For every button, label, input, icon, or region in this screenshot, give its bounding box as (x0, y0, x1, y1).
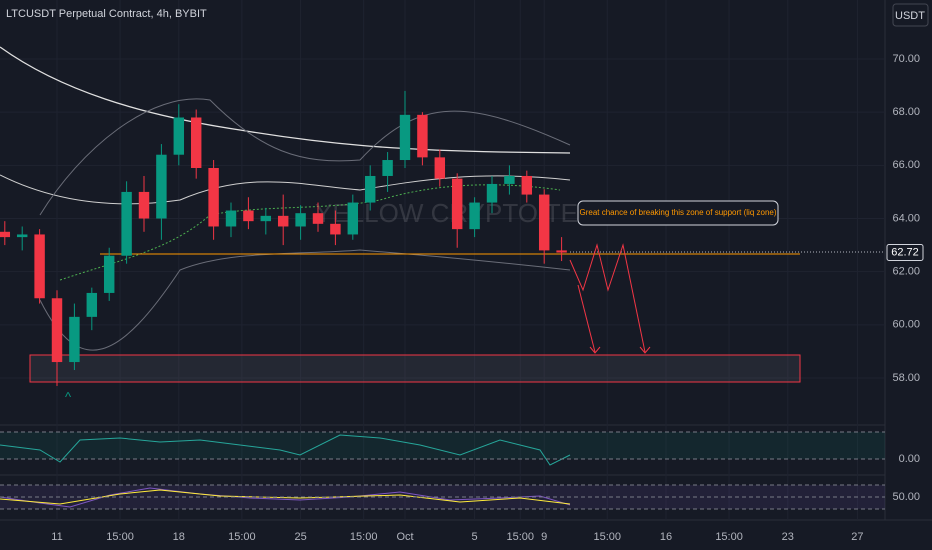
watermark: YELLOW CRYPTO TEAM (315, 198, 617, 228)
support-zone (29, 354, 801, 383)
annotation: Great chance of breaking this zone of su… (580, 208, 777, 217)
x-tick-label: 11 (51, 531, 62, 543)
arrow-head (589, 346, 651, 354)
projection (569, 243, 646, 353)
y-tick-label: 62.00 (892, 266, 920, 278)
candle-body (538, 194, 550, 251)
candle-body (504, 175, 515, 184)
candle-body (243, 210, 254, 222)
projection (577, 284, 596, 353)
plot-bg (0, 0, 885, 520)
y-tick-label: 70.00 (892, 53, 920, 65)
x-tick-label: 27 (851, 531, 863, 543)
candle-body (469, 202, 480, 230)
currency-button[interactable] (892, 3, 929, 27)
y-tick-label: 64.00 (892, 212, 920, 224)
candle-body (521, 175, 533, 195)
candle-body (277, 215, 289, 227)
candle-body (0, 231, 11, 238)
bollinger-lower (39, 249, 571, 351)
candle-body (156, 154, 167, 219)
x-tick-label: 15:00 (507, 531, 535, 543)
candle-body (86, 292, 98, 317)
y-tick-label: 58.00 (892, 372, 920, 384)
candle-body (138, 191, 150, 219)
candle-body (121, 191, 132, 256)
trend-line (59, 184, 561, 281)
low-marker: ^ (65, 389, 72, 404)
candle-body (451, 178, 463, 230)
candle-body (225, 210, 237, 227)
candle-body (51, 298, 63, 363)
candle-body (382, 160, 393, 176)
pane-tick-label: 50.00 (892, 491, 920, 503)
stoch-line (0, 487, 571, 508)
candle-body (347, 202, 359, 235)
x-tick-label: 15:00 (594, 531, 622, 543)
y-tick-label: 66.00 (892, 159, 920, 171)
candle-body (417, 114, 428, 158)
x-tick-label: 15:00 (106, 531, 134, 543)
candle-body (434, 157, 446, 179)
currency[interactable]: USDT (895, 10, 925, 22)
bollinger-upper (39, 98, 571, 216)
rsi-line (0, 434, 571, 466)
candle-body (208, 168, 219, 227)
x-tick-label: 25 (294, 531, 306, 543)
candle-body (399, 114, 411, 161)
candle-body (190, 117, 202, 168)
candle-body (330, 223, 341, 235)
candle-body (556, 250, 567, 253)
candle-body (364, 175, 376, 203)
x-tick-label: 15:00 (350, 531, 378, 543)
candle-body (103, 255, 115, 293)
candle-body (16, 234, 28, 238)
x-tick-label: 18 (173, 531, 185, 543)
x-tick-label: 5 (472, 531, 478, 543)
x-tick-label: Oct (396, 531, 413, 543)
last-price: 62.72 (891, 246, 919, 258)
candle-body (312, 213, 324, 224)
rsi-band (0, 432, 885, 459)
chart-title: LTCUSDT Perpetual Contract, 4h, BYBIT (6, 8, 207, 20)
moving-average (0, 174, 571, 205)
pane-tick-label: 0.00 (899, 453, 920, 465)
last-price-box (886, 244, 924, 262)
x-tick-label: 16 (660, 531, 672, 543)
candle-body (173, 117, 185, 155)
candle-body (34, 234, 45, 299)
candle-body (486, 183, 498, 203)
candle-body (69, 316, 80, 363)
annotation-box (577, 200, 779, 226)
candle-body (295, 213, 306, 227)
y-tick-label: 68.00 (892, 106, 920, 118)
x-tick-label: 9 (541, 531, 547, 543)
candle-body (260, 215, 272, 222)
y-tick-label: 60.00 (892, 319, 920, 331)
x-tick-label: 15:00 (715, 531, 743, 543)
x-tick-label: 15:00 (228, 531, 256, 543)
x-tick-label: 23 (782, 531, 794, 543)
